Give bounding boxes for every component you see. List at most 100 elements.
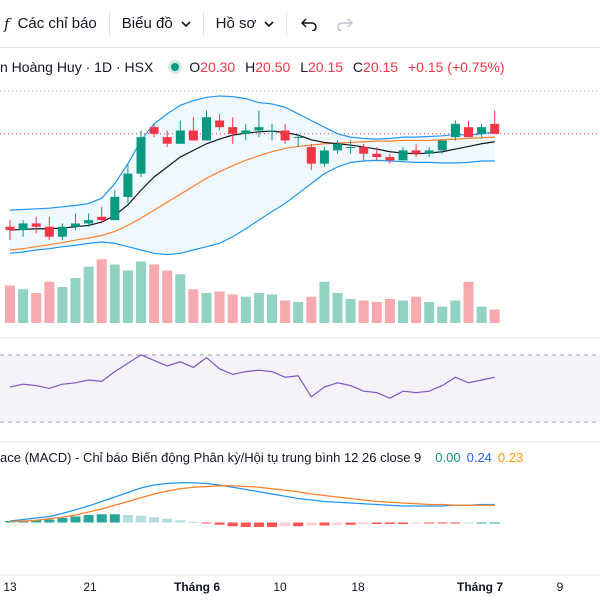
candle-body [228,127,238,134]
candle-body [293,137,303,139]
open-value: 20.30 [200,59,236,75]
volume-bar [411,296,422,323]
candle-body [110,196,120,221]
volume-bar [489,309,500,323]
candle-body [175,130,185,144]
candle-body [31,223,41,227]
volume-bar [122,270,133,323]
volume-bar [31,293,42,323]
change-value: +0.15 (+0.75%) [407,59,505,75]
macd-histogram-bar [293,522,304,527]
candle-body [136,137,146,174]
candle-body [97,216,107,221]
ohlc-values: O20.30 H20.50 L20.15 C20.15 +0.15 (+0.75… [189,59,510,75]
macd-histogram-bar [332,522,343,525]
low-value: 20.15 [307,59,344,75]
volume-bar [109,264,120,323]
volume-bar [240,296,251,323]
macd-histogram-bar [122,515,133,523]
volume-bar [188,289,199,323]
volume-bar [18,289,29,323]
volume-bar [57,287,68,323]
profile-label: Hồ sơ [215,15,257,32]
rsi-line [9,354,495,399]
redo-button[interactable] [327,6,363,42]
candle-body [450,123,460,138]
macd-histogram-bar [83,515,94,523]
macd-histogram-bar [31,520,42,523]
volume-bar [384,299,395,323]
macd-histogram-bar [70,516,81,523]
candle-body [464,127,473,138]
volume-bar [96,259,107,323]
macd-histogram-bar [175,520,186,523]
volume-bar [332,293,343,323]
candle-body [490,123,500,134]
macd-histogram-bar [345,522,356,525]
macd-histogram-bar [214,522,225,525]
macd-histogram-bar [319,522,330,526]
macd-histogram-bar [384,522,395,524]
x-tick-label: Tháng 7 [456,580,504,594]
bollinger-band-fill [10,95,495,255]
candle-body [71,223,80,227]
bollinger-upper-line [9,95,495,211]
volume-bar [162,270,173,323]
macd-histogram-bar [227,522,238,527]
macd-signal-line [9,485,495,523]
macd-histogram-bar [162,518,173,523]
candle-body [188,130,198,141]
candle-body [18,223,28,231]
macd-signal-value: 0.23 [497,450,524,465]
macd-histogram-bar [358,522,369,524]
indicators-label: Các chỉ báo [17,15,97,32]
candle-body [280,130,290,141]
macd-histogram-bar [96,514,107,523]
redo-icon [337,17,354,31]
symbol-title[interactable]: n Hoàng Huy · 1D · HSX [0,59,154,75]
volume-bar [424,302,435,323]
candle-body [424,150,434,154]
indicators-button[interactable]: f Các chỉ báo [0,6,105,42]
toolbar-divider [202,11,204,36]
candle-body [84,220,94,224]
macd-line [9,482,495,522]
moving-average-slow-line [9,136,495,251]
macd-histogram-bar [18,521,29,523]
open-key: O [189,59,201,75]
candle-body [123,173,133,197]
volume-bar [83,266,94,323]
macd-histogram-bar [136,515,146,523]
x-tick-label: 18 [351,580,365,594]
profile-button[interactable]: Hồ sơ [208,6,283,42]
x-tick-label: 9 [556,580,564,594]
volume-bar [293,302,304,323]
macd-histogram-bar [188,521,199,523]
macd-histogram-bar [489,522,500,524]
macd-histogram-bar [149,517,160,523]
volume-bar [201,293,212,323]
chevron-down-icon [181,20,191,27]
volume-bar [70,278,81,323]
volume-bar [319,281,330,323]
volume-bar [267,294,277,323]
macd-title[interactable]: ace (MACD) - Chỉ báo Biến động Phân kỳ/H… [0,450,422,465]
candle-body [306,147,316,164]
macd-histogram-bar [398,522,408,524]
chart-type-button[interactable]: Biểu đồ [114,6,199,42]
volume-bar [280,300,291,323]
time-axis[interactable]: 13 21 Tháng 6 10 18 Tháng 7 9 [0,576,600,600]
volume-bar [175,274,186,323]
candle-body [385,157,395,161]
macd-legend: ace (MACD) - Chỉ báo Biến động Phân kỳ/H… [0,450,523,465]
candle-body [215,120,225,128]
macd-histogram-bar [450,522,461,524]
undo-button[interactable] [291,6,327,42]
macd-histogram-bar [437,522,448,524]
candle-body [267,130,277,132]
candle-body [333,143,342,151]
volume-bar [149,264,160,323]
macd-histogram-bar [44,519,55,523]
candle-body [359,147,369,154]
